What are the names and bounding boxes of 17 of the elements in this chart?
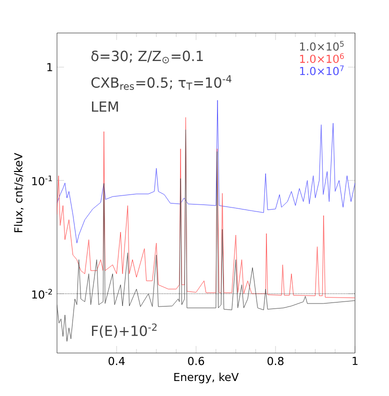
y-axis-title: Flux, cnt/s/keV [14,152,24,232]
annotation: F(E)+10$^{-2}$ [92,323,157,338]
x-tick-label: 0.4 [108,356,125,366]
x-tick-label: 0.8 [268,356,284,366]
x-tick-label: 0.6 [188,356,204,366]
x-axis-title: Energy, keV [174,372,239,384]
text: 1.0×10$^{5}$ [300,40,344,51]
text: 1.0×10$^{6}$ [300,53,344,63]
annotation: LEM [92,102,118,112]
x-tick-label: 1 [352,356,358,365]
annotation: δ=30; Z/Z$_{⊙}$=0.1 [91,50,203,64]
y-tick-label: 1 [47,63,52,72]
text: 1.0×10$^{7}$ [300,65,344,76]
annotation: CXB$_{res}$=0.5; τ$_{T}$=10$^{-4}$ [91,75,232,90]
y-tick-label: 10$^{-1}$ [32,176,52,186]
line-series [57,100,355,244]
y-tick-label: 10$^{-2}$ [32,288,52,299]
